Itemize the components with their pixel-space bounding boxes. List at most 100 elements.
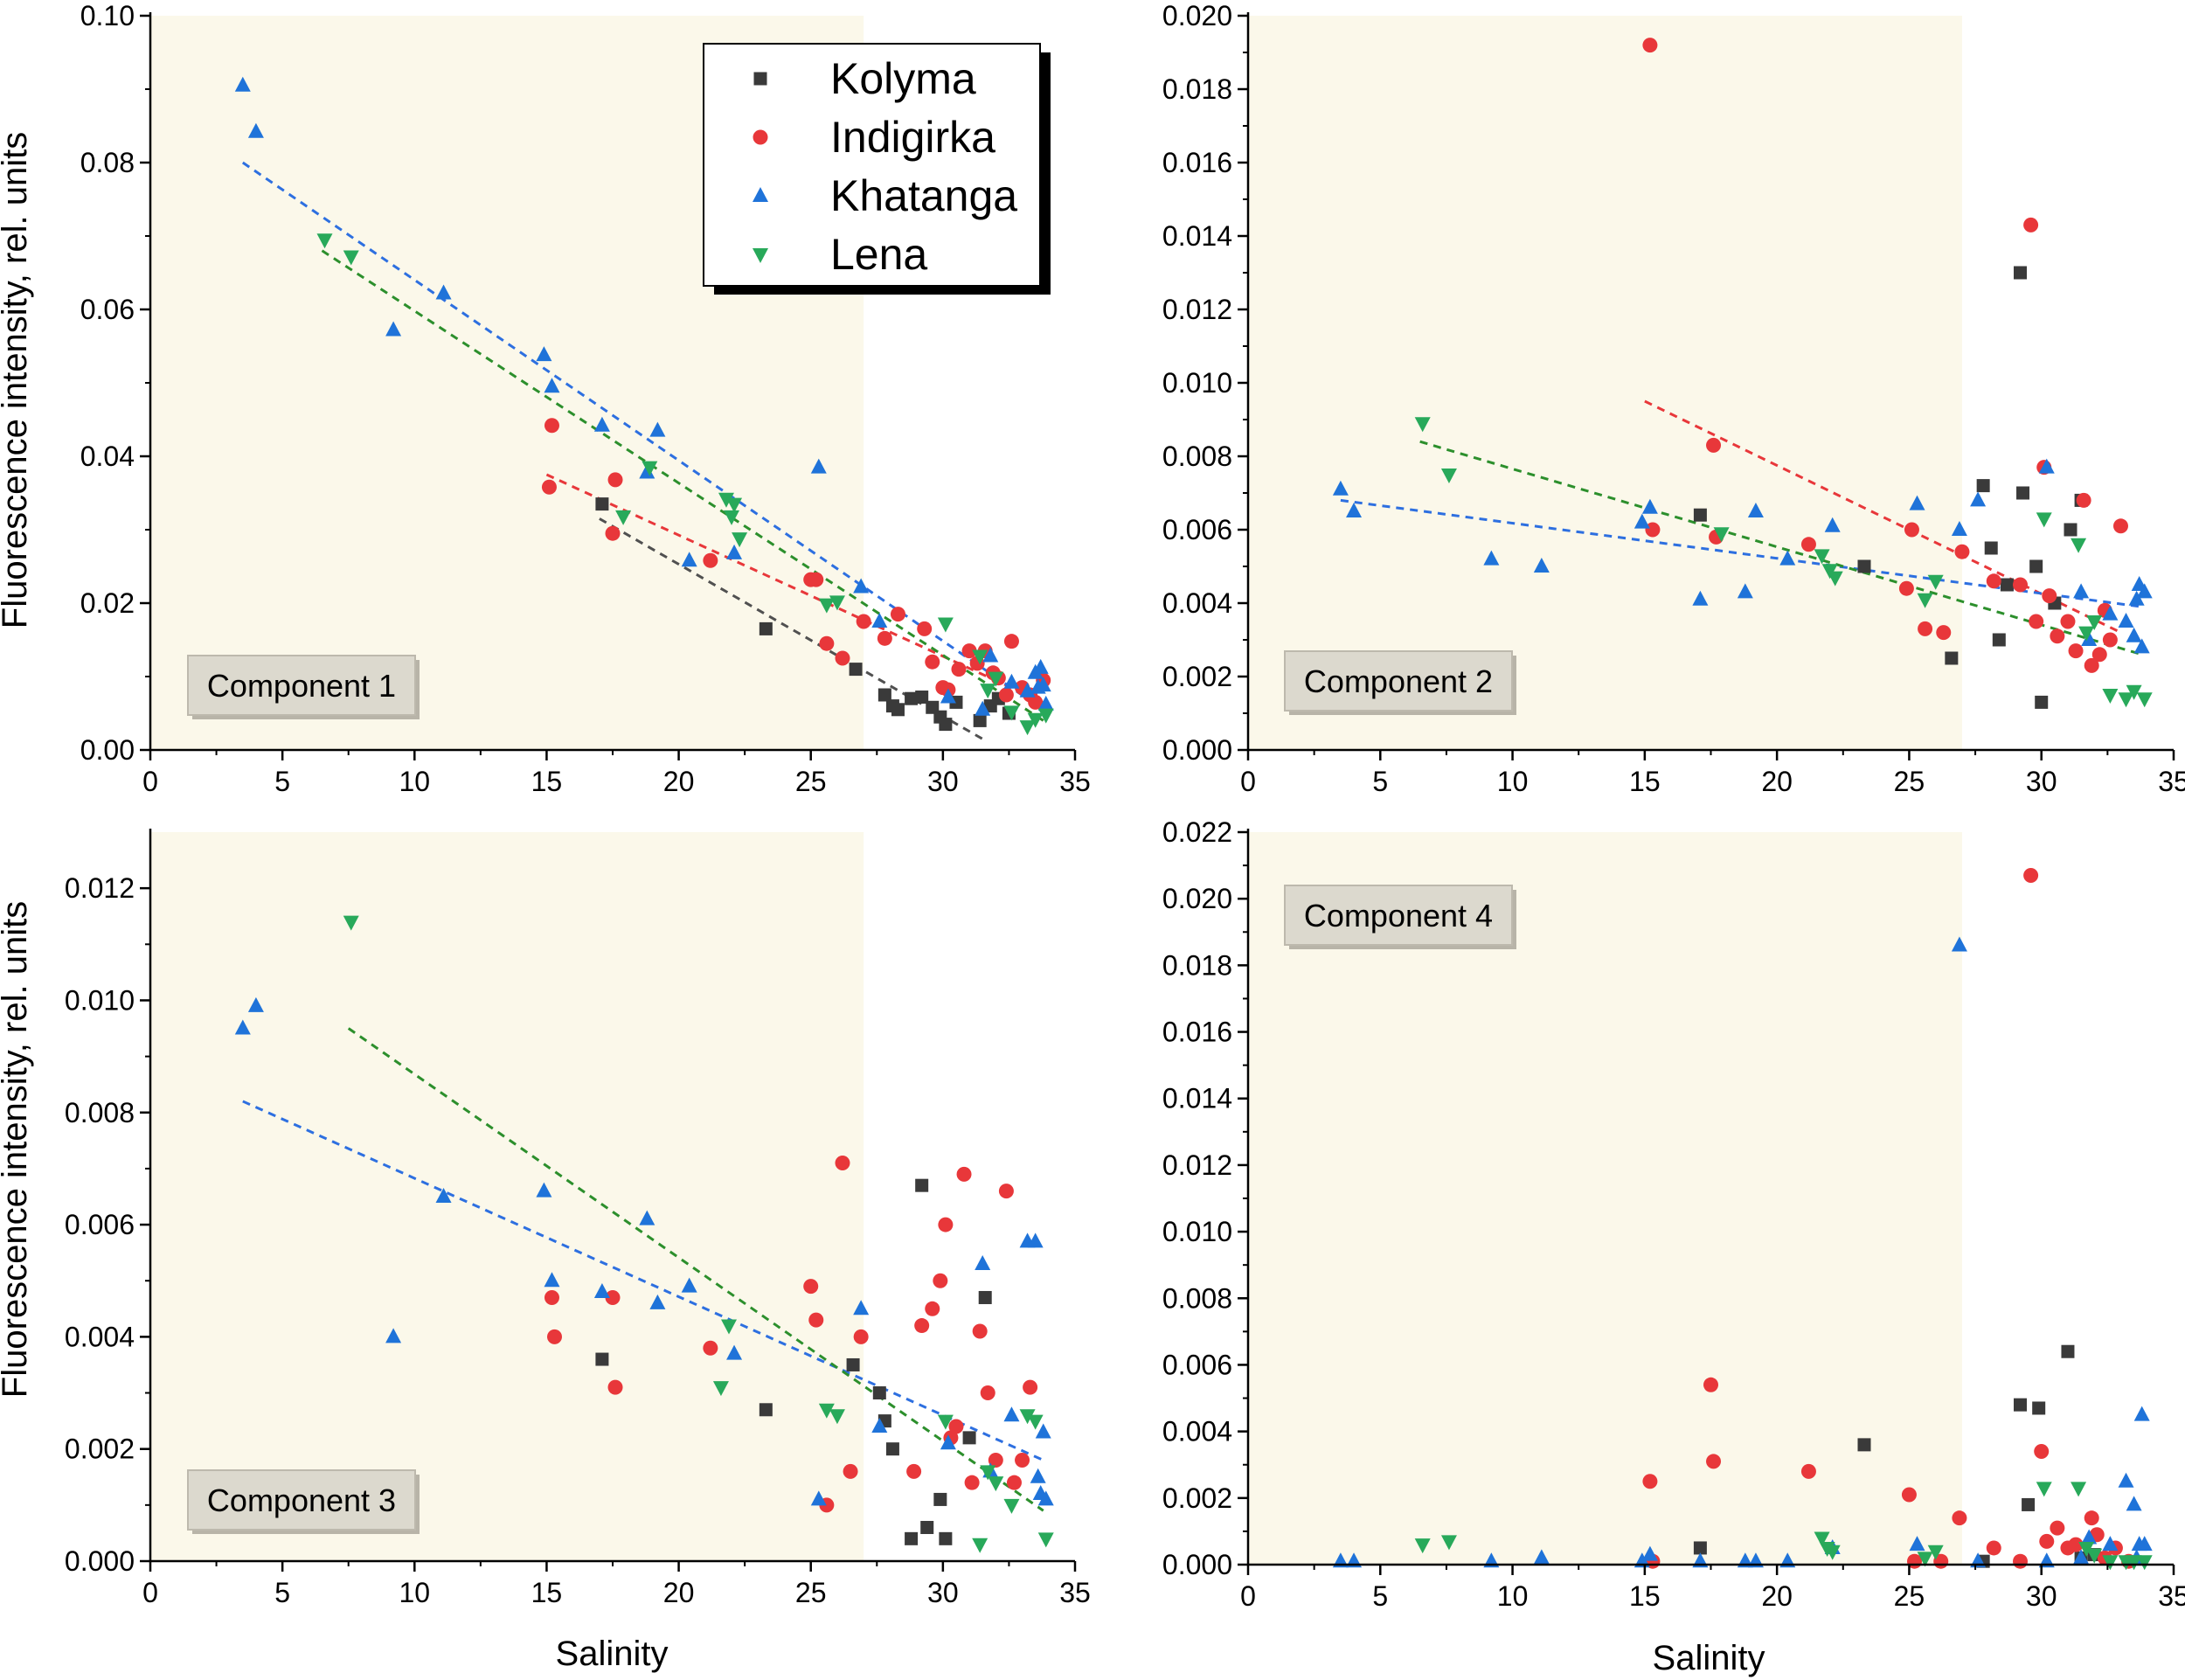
point-indigirka [1706,1454,1722,1469]
point-indigirka [2076,492,2091,508]
point-indigirka [925,654,940,670]
y-tick-label: 0.002 [1162,1482,1232,1514]
point-khatanga [871,1418,888,1434]
point-lena [343,250,359,266]
point-kolyma [1857,559,1871,573]
y-tick-label: 0.020 [1162,0,1232,31]
series-lena [1414,1482,2153,1571]
point-khatanga [1737,583,1753,599]
point-lena [2126,1555,2142,1571]
point-khatanga [1533,558,1550,573]
point-indigirka [956,1166,972,1182]
point-lena [615,510,632,525]
point-kolyma [973,713,987,727]
point-indigirka [906,1463,922,1479]
point-indigirka [2042,588,2057,604]
y-tick-label: 0.010 [1162,367,1232,399]
component-label-box [187,1469,416,1531]
point-lena [1003,705,1020,721]
component-label-box [1284,885,1513,946]
y-tick-label: 0.006 [1162,514,1232,545]
point-lena [1917,1552,1933,1567]
point-kolyma [2014,266,2028,280]
point-kolyma [595,497,609,511]
x-tick-label: 35 [2158,1580,2185,1612]
point-lena [343,915,359,931]
point-lena [972,1538,988,1553]
point-kolyma [759,621,773,635]
point-lena [980,684,996,699]
point-indigirka [933,1273,948,1288]
point-indigirka [890,607,905,622]
point-indigirka [2050,628,2065,644]
x-tick-label: 0 [142,766,158,797]
point-khatanga [536,1182,552,1198]
point-lena [1414,417,1431,433]
point-kolyma [849,663,863,677]
point-khatanga [2081,1529,2098,1545]
point-khatanga [810,1490,827,1506]
point-indigirka [2029,614,2044,629]
legend-marker-kolyma [753,72,767,86]
y-tick-label: 0.004 [65,1321,135,1352]
point-khatanga [1747,503,1764,517]
point-indigirka [1986,1540,2001,1556]
point-khatanga [2136,583,2153,599]
point-kolyma [1857,1438,1871,1452]
point-kolyma [885,1442,899,1456]
point-indigirka [605,1289,621,1305]
point-kolyma [891,703,905,717]
point-lena [2118,692,2134,708]
point-indigirka [843,1463,858,1479]
point-indigirka [2068,1537,2084,1552]
point-indigirka [2039,1533,2055,1549]
point-khatanga [1909,1536,1925,1552]
point-indigirka [2023,217,2039,233]
point-khatanga [649,1294,666,1309]
point-kolyma [939,718,953,732]
x-tick-label: 30 [927,1577,959,1608]
y-tick-label: 0.04 [80,441,135,472]
point-lena [724,510,740,525]
point-kolyma [978,1290,992,1304]
legend-label-indigirka: Indigirka [830,113,995,162]
point-kolyma [1693,1541,1707,1555]
point-kolyma [759,1403,773,1417]
point-khatanga [385,321,402,337]
y-tick-label: 0.008 [1162,441,1232,472]
point-indigirka [2084,1510,2099,1526]
point-khatanga [1824,517,1841,532]
point-lena [818,598,835,614]
panel-component-3: 0 5 10 15 20 25 30 35 0.000 0.002 0.004 0.006 0.008 0… [65,829,1091,1608]
point-kolyma [2016,486,2030,500]
panels: 0 5 10 15 20 25 30 35 0.00 0.02 0.04 0.06 0.08 0.10 Co… [65,0,2185,1612]
point-lena [1019,1409,1036,1425]
point-indigirka [948,1419,964,1434]
point-lena [2086,615,2103,630]
point-lena [2126,684,2142,700]
x-tick-label: 15 [1629,1580,1661,1612]
y-tick-label: 0.008 [1162,1282,1232,1314]
y-tick-label: 0.006 [65,1209,135,1240]
point-khatanga [1037,695,1054,711]
point-khatanga [544,378,560,393]
point-lena [1927,1545,1944,1560]
component-label: Component 1 [207,668,396,704]
legend-marker-lena [753,248,768,263]
point-indigirka [914,1318,930,1334]
y-tick-label: 0.012 [65,872,135,904]
point-khatanga [1032,658,1049,674]
x-tick-label: 20 [663,1577,695,1608]
y-tick-label: 0.004 [1162,587,1232,619]
point-lena [1814,549,1830,565]
point-khatanga [234,1019,251,1035]
shaded-region [150,832,864,1561]
series-khatanga [234,76,1054,716]
point-khatanga [234,76,251,92]
point-indigirka [980,1385,995,1401]
shaded-region [1248,832,1962,1565]
point-khatanga [1483,550,1500,566]
y-tick-label: 0.08 [80,147,135,178]
point-lena [2071,1482,2087,1497]
